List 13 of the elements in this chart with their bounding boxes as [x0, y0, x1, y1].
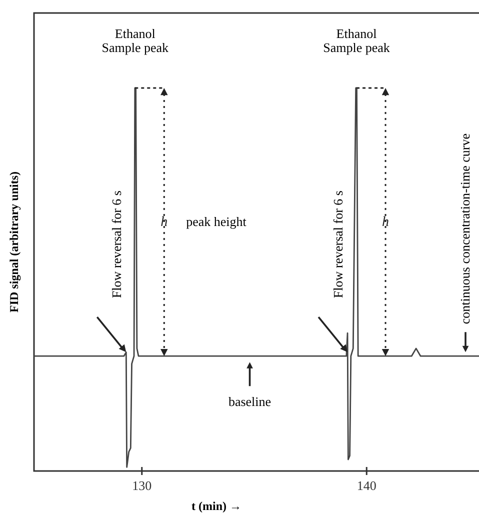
annotation: h [382, 215, 390, 230]
annotation: baseline [228, 394, 272, 410]
annotation: Flow reversal for 6 s [330, 190, 346, 298]
y-axis-title: FID signal (arbitrary units) [7, 171, 21, 312]
annotation: Ethanol Sample peak [323, 26, 390, 55]
annotation: h [160, 215, 168, 230]
annotation: continuous concentration-time curve [458, 133, 473, 324]
x-tick-label: 130 [132, 478, 152, 494]
annotation: peak height [186, 214, 247, 230]
x-tick-label: 140 [356, 478, 376, 494]
x-axis-title: t (min) → [192, 499, 242, 513]
annotation: Ethanol Sample peak [102, 26, 170, 55]
annotation: Flow reversal for 6 s [109, 190, 124, 298]
